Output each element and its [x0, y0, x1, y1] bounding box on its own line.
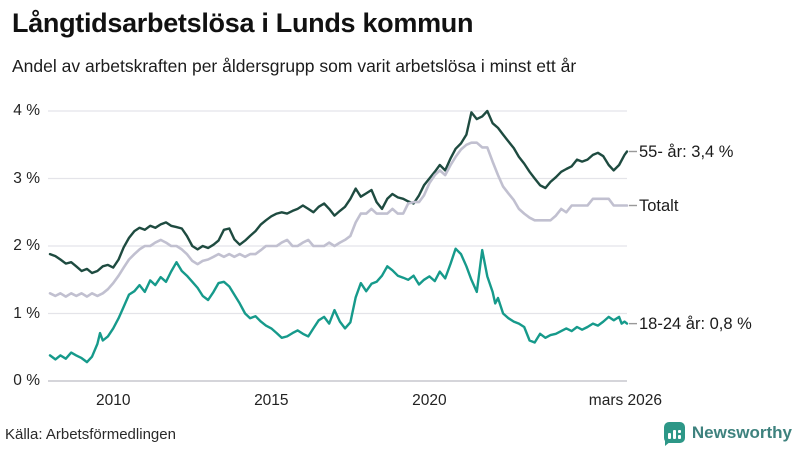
x-axis-tick-mars-2026: mars 2026	[588, 392, 663, 409]
logo-bar	[672, 430, 676, 439]
newsworthy-logo-icon	[663, 422, 685, 446]
series-label-totalt: Totalt	[639, 196, 679, 215]
y-axis-tick-0: 0 %	[13, 372, 40, 389]
x-axis-tick-2020: 2020	[412, 392, 447, 409]
chart-title: Långtidsarbetslösa i Lunds kommun	[12, 8, 474, 38]
x-axis-tick-2015: 2015	[254, 392, 289, 409]
series-label-18-24-ar: 18-24 år: 0,8 %	[639, 314, 752, 333]
series-line-18-24år	[48, 247, 629, 364]
source-text: Källa: Arbetsförmedlingen	[5, 426, 176, 443]
chart-subtitle: Andel av arbetskraften per åldersgrupp s…	[12, 56, 577, 76]
series-label-55-ar: 55- år: 3,4 %	[639, 142, 734, 161]
series-line-Totalt	[48, 141, 629, 298]
logo-bar	[667, 433, 671, 439]
brand-name: Newsworthy	[691, 422, 792, 442]
y-axis-tick-3: 3 %	[13, 169, 40, 187]
series-line-55-år	[48, 109, 629, 275]
y-axis-tick-1: 1 %	[13, 304, 40, 322]
x-axis-tick-2010: 2010	[95, 392, 131, 409]
brand: Newsworthy	[663, 422, 792, 446]
logo-dot	[677, 430, 681, 433]
y-axis-tick-4: 4 %	[13, 102, 40, 119]
y-axis-tick-2: 2 %	[13, 237, 40, 254]
logo-bar	[677, 435, 681, 439]
